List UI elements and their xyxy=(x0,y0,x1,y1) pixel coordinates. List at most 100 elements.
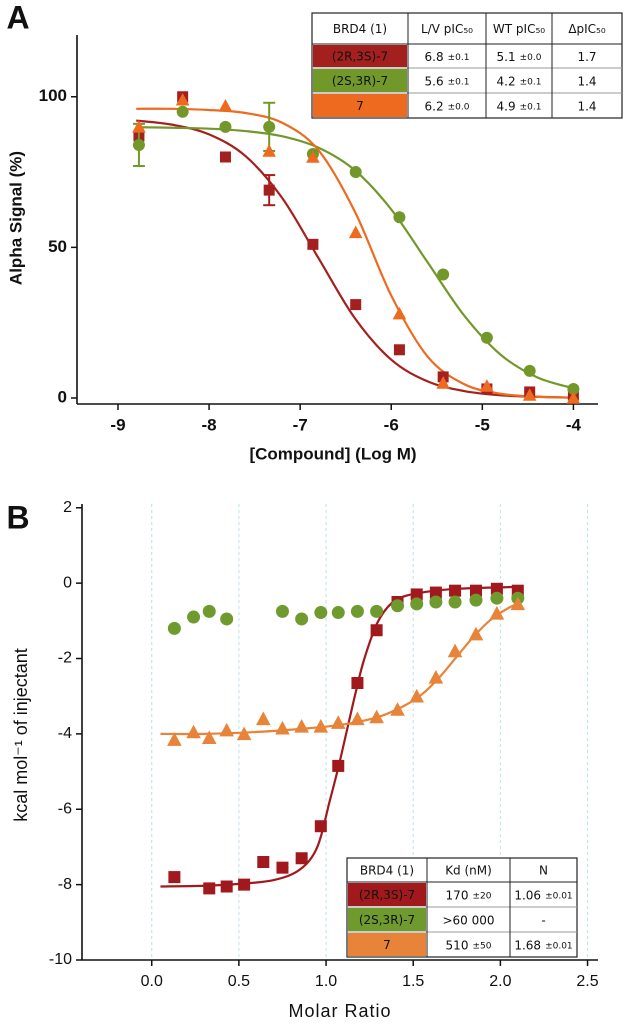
table-cell: 510 ±50 xyxy=(446,938,492,952)
point xyxy=(202,604,216,618)
fit-curve xyxy=(160,585,518,888)
point xyxy=(480,379,494,392)
cell-value: 1.4 xyxy=(577,99,596,113)
table-cell: 1.4 xyxy=(577,99,596,113)
y-tick-label: -2 xyxy=(58,650,72,667)
point xyxy=(175,92,190,106)
point xyxy=(566,391,581,404)
point xyxy=(186,724,201,739)
y-tick-label: 2 xyxy=(63,499,72,516)
cell-value: 6.2 xyxy=(425,99,444,113)
y-axis-label: Alpha Signal (%) xyxy=(6,151,25,285)
table-cell: >60 000 xyxy=(442,913,494,927)
point xyxy=(370,624,383,637)
point xyxy=(307,238,319,250)
point xyxy=(489,605,505,620)
panel-label: A xyxy=(6,0,29,35)
cell-error: ±20 xyxy=(472,891,491,901)
x-tick-label: -6 xyxy=(384,415,399,434)
point xyxy=(350,604,364,618)
point xyxy=(218,99,233,112)
cell-value: 4.2 xyxy=(497,74,516,88)
point xyxy=(255,711,271,726)
table-header: BRD4 (1) xyxy=(333,22,387,36)
cell-value: >60 000 xyxy=(442,913,494,927)
cell-value: 170 xyxy=(446,888,469,902)
table-cell: - xyxy=(541,913,545,927)
table-cell: 6.8 ±0.1 xyxy=(425,50,470,64)
point xyxy=(510,596,526,611)
table-row-swatch xyxy=(313,45,407,67)
table-row-name: (2R,3S)-7 xyxy=(359,888,415,902)
data-table: BRD4 (1) L/V pIC₅₀ WT pIC₅₀ ΔpIC₅₀ (2R,3S)-7… xyxy=(311,12,623,119)
table-cell: 4.9 ±0.1 xyxy=(497,99,542,113)
point xyxy=(313,719,329,733)
point xyxy=(349,166,362,179)
point xyxy=(447,643,463,658)
point xyxy=(295,852,308,865)
table-row-swatch xyxy=(348,883,426,906)
point xyxy=(490,582,503,595)
point xyxy=(350,299,362,311)
point xyxy=(314,606,328,620)
x-tick-label: 1.5 xyxy=(402,973,424,990)
table-row-name: 7 xyxy=(383,938,391,952)
table-cell: 5.1 ±0.0 xyxy=(497,50,542,64)
point xyxy=(390,702,405,716)
point xyxy=(391,599,405,613)
point xyxy=(511,584,524,597)
table-cell: 1.06 ±0.01 xyxy=(514,888,572,902)
table-cell: 5.6 ±0.1 xyxy=(425,74,470,88)
point xyxy=(428,670,444,684)
point xyxy=(294,719,309,733)
cell-value: - xyxy=(541,913,545,927)
point xyxy=(437,268,450,281)
table-row-swatch xyxy=(348,908,426,931)
point xyxy=(490,591,504,605)
point xyxy=(429,595,443,609)
point xyxy=(219,120,232,133)
point xyxy=(314,820,327,833)
point xyxy=(276,861,289,874)
point xyxy=(332,759,345,772)
point xyxy=(236,726,252,741)
x-tick-label: -8 xyxy=(202,415,217,434)
table-cell: 4.2 ±0.1 xyxy=(497,74,542,88)
point xyxy=(262,144,276,157)
x-tick-label: 1.0 xyxy=(315,973,337,990)
cell-value: 4.9 xyxy=(497,99,516,113)
x-tick-label: 0.5 xyxy=(228,973,250,990)
cell-value: 1.68 xyxy=(514,938,541,952)
x-axis-label: Molar Ratio xyxy=(288,1001,391,1021)
table-row-name: (2S,3R)-7 xyxy=(359,913,415,927)
fit-curve xyxy=(136,119,574,399)
point xyxy=(219,722,234,737)
point xyxy=(187,610,201,624)
y-tick-label: 50 xyxy=(48,237,67,256)
point xyxy=(275,604,289,618)
point xyxy=(351,677,364,690)
point xyxy=(409,688,425,703)
cell-error: ±50 xyxy=(472,941,491,951)
point xyxy=(306,150,320,163)
point xyxy=(263,184,275,196)
cell-error: ±0.1 xyxy=(520,102,542,112)
point xyxy=(132,120,146,133)
point xyxy=(448,595,462,609)
point xyxy=(348,225,363,239)
cell-value: 5.1 xyxy=(497,50,516,64)
point xyxy=(436,376,450,389)
x-tick-label: -5 xyxy=(475,415,490,434)
point xyxy=(295,612,309,626)
point xyxy=(429,586,442,599)
cell-error: ±0.1 xyxy=(448,53,470,63)
point xyxy=(393,211,406,224)
point xyxy=(370,604,384,618)
point xyxy=(263,120,276,133)
table-header: N xyxy=(539,864,548,878)
point xyxy=(410,588,423,601)
point xyxy=(567,382,580,395)
point xyxy=(238,878,251,891)
